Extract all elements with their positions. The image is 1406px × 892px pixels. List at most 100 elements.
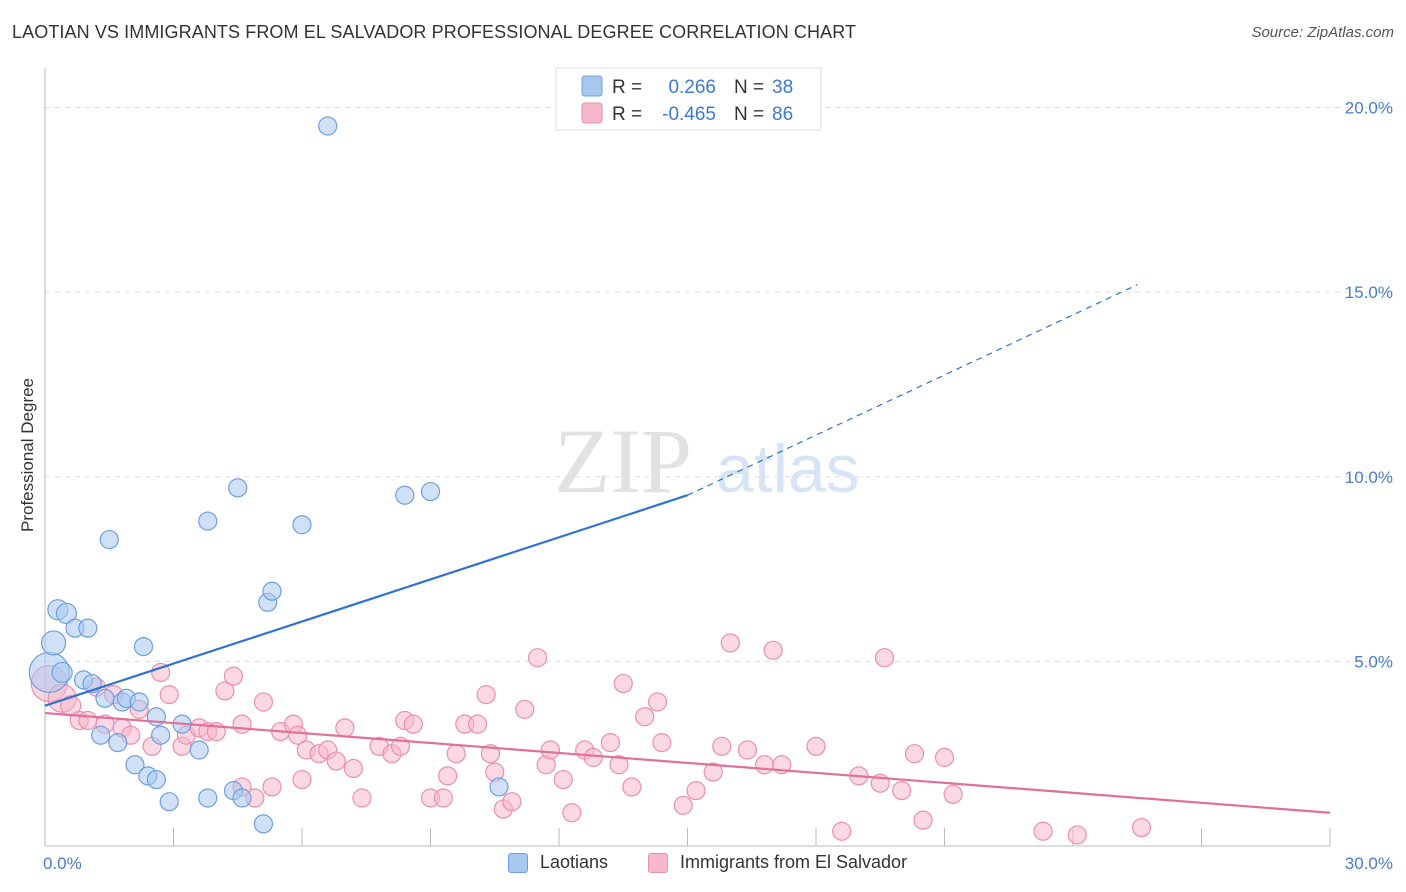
- laotian-point: [51, 661, 73, 684]
- x-tick-label-end: 30.0%: [1345, 854, 1393, 873]
- el-salvador-point: [754, 755, 775, 775]
- legend-r-label-2: R =: [612, 104, 642, 125]
- el-salvador-point: [438, 766, 458, 786]
- legend-r-label-1: R =: [612, 77, 642, 98]
- el-salvador-point: [1131, 817, 1152, 838]
- laotian-point: [91, 725, 111, 745]
- el-salvador-point: [892, 781, 912, 801]
- laotian-point: [253, 814, 274, 834]
- laotian-point: [146, 769, 166, 790]
- legend-n-label-2: N =: [734, 104, 764, 125]
- el-salvador-point: [502, 792, 522, 812]
- el-salvador-point: [433, 788, 453, 808]
- laotian-point: [78, 618, 98, 638]
- bottom-legend-swatch-laotians: [508, 852, 528, 873]
- laotian-point: [292, 515, 312, 535]
- el-salvador-point: [352, 788, 372, 808]
- el-salvador-point: [468, 714, 488, 734]
- el-salvador-point: [600, 733, 621, 753]
- el-salvador-point: [151, 662, 171, 683]
- el-salvador-point: [703, 762, 723, 782]
- el-salvador-point: [527, 648, 548, 668]
- el-salvador-point: [480, 744, 501, 764]
- el-salvador-point: [943, 784, 963, 804]
- el-salvador-point: [635, 707, 655, 727]
- el-salvador-point: [159, 685, 179, 705]
- laotian-point: [318, 116, 338, 136]
- y-tick-label: 10.0%: [1345, 468, 1393, 487]
- legend-n-value-1: 38: [772, 77, 793, 98]
- laotian-point: [55, 602, 78, 624]
- el-salvador-point: [737, 740, 758, 760]
- laotian-point: [489, 777, 509, 797]
- trend-layer: [44, 284, 1331, 814]
- legend-box: R = 0.266 N = 38 R = -0.465 N = 86: [555, 67, 822, 131]
- legend-r-value-1: 0.266: [668, 77, 716, 98]
- laotian-point: [95, 688, 115, 708]
- laotian-point: [159, 792, 179, 812]
- y-tick-label: 15.0%: [1345, 283, 1393, 302]
- el-salvador-point: [232, 714, 252, 734]
- el-salvador-point: [403, 714, 423, 734]
- el-salvador-point: [343, 758, 363, 779]
- laotian-trend-line: [44, 494, 688, 707]
- bottom-legend-swatch-el-salvador: [648, 852, 668, 873]
- chart-title: LAOTIAN VS IMMIGRANTS FROM EL SALVADOR P…: [12, 22, 857, 42]
- bottom-legend-el-salvador: Immigrants from El Salvador: [648, 852, 907, 873]
- laotian-point: [108, 733, 128, 753]
- y-tick-label: 20.0%: [1345, 99, 1393, 118]
- legend-n-label-1: N =: [734, 77, 764, 98]
- el-salvador-point: [622, 777, 642, 797]
- el-salvador-point: [1033, 821, 1053, 841]
- el-salvador-point: [832, 821, 852, 841]
- el-salvador-point: [652, 733, 672, 753]
- el-salvador-point: [904, 744, 925, 764]
- el-salvador-point: [583, 747, 603, 767]
- el-salvador-point: [540, 740, 561, 760]
- el-salvador-point: [288, 725, 308, 745]
- laotian-point: [395, 485, 415, 505]
- watermark-zip: ZIP: [554, 410, 692, 512]
- el-salvador-point: [326, 751, 346, 771]
- el-salvador-point: [913, 810, 933, 830]
- el-salvador-point: [712, 736, 732, 756]
- watermark-atlas: atlas: [716, 431, 860, 507]
- el-salvador-point: [763, 640, 783, 660]
- y-tick-label: 5.0%: [1354, 652, 1393, 671]
- axis-layer: 5.0% 10.0% 15.0% 20.0% 0.0% 30.0%: [43, 68, 1393, 873]
- el-salvador-point: [686, 781, 706, 801]
- laotian-point: [228, 478, 248, 498]
- bottom-legend-laotians: Laotians: [508, 852, 608, 873]
- el-salvador-point: [446, 744, 466, 764]
- laotian-point: [198, 788, 218, 808]
- el-salvador-point: [720, 633, 740, 653]
- grid-layer: [45, 107, 1390, 662]
- el-salvador-point: [215, 681, 235, 701]
- laotian-point: [198, 511, 218, 531]
- laotian-point: [129, 692, 149, 712]
- el-salvador-point: [78, 710, 98, 731]
- el-salvador-point: [874, 648, 895, 668]
- el-salvador-point: [806, 736, 826, 756]
- legend-n-value-2: 86: [772, 104, 793, 125]
- laotian-point: [151, 725, 171, 745]
- legend-r-value-2: -0.465: [662, 104, 716, 125]
- el-salvador-point: [613, 673, 633, 694]
- el-salvador-point: [223, 666, 244, 686]
- laotian-point: [125, 755, 145, 775]
- laotian-point: [133, 637, 154, 657]
- el-salvador-point: [647, 692, 668, 712]
- el-salvador-trend-line: [44, 711, 1331, 814]
- laotian-point: [232, 788, 252, 808]
- el-salvador-point: [1067, 825, 1087, 845]
- el-salvador-point: [562, 803, 582, 823]
- laotian-point: [189, 740, 209, 760]
- legend-swatch-laotians: [581, 75, 603, 97]
- el-salvador-point: [609, 755, 629, 775]
- laotian-point: [420, 481, 441, 502]
- el-salvador-point: [335, 718, 355, 738]
- el-salvador-point: [553, 769, 573, 790]
- watermark: ZIP atlas: [554, 410, 860, 512]
- el-salvador-point: [262, 777, 282, 797]
